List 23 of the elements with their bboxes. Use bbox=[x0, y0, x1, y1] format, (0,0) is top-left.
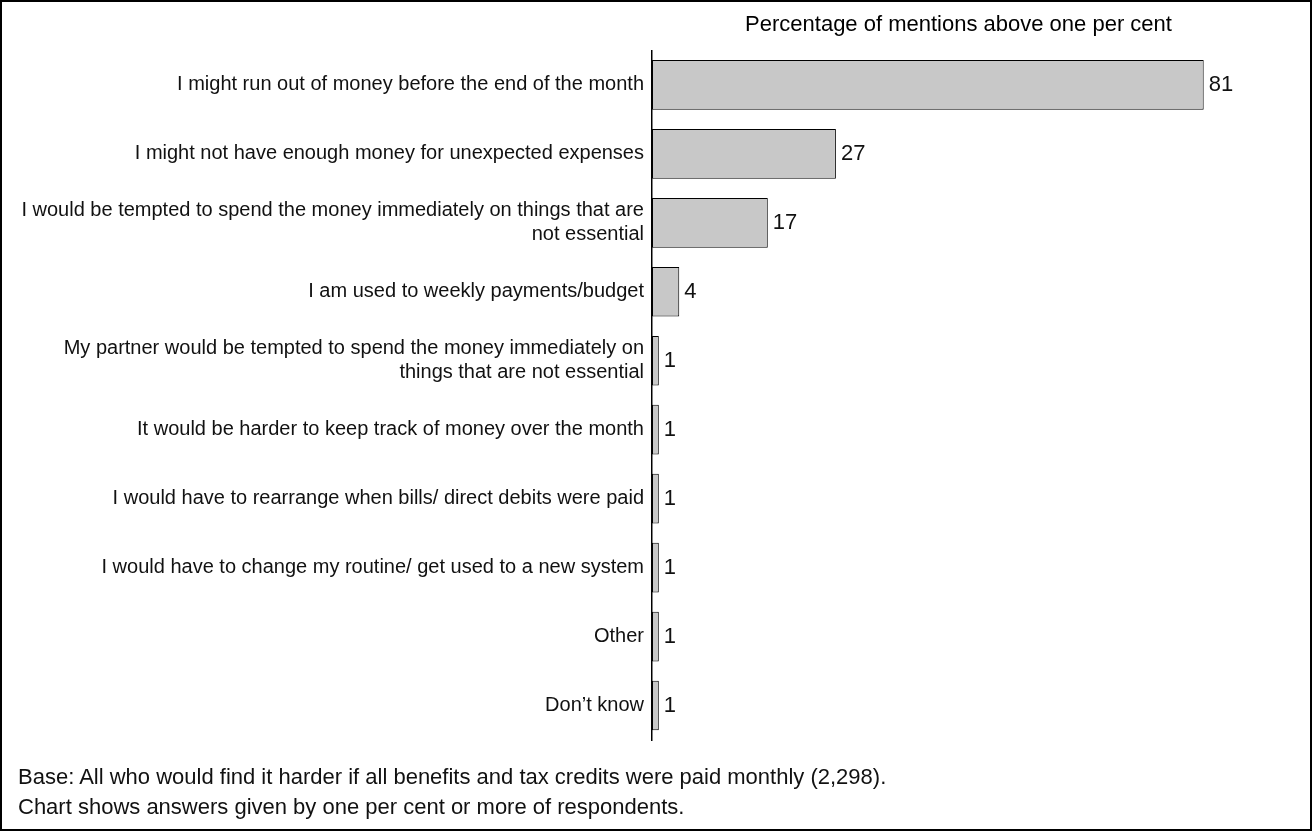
data-label: 1 bbox=[663, 484, 677, 510]
y-tick-label: I might not have enough money for unexpected expenses bbox=[134, 141, 644, 164]
y-tick-label: I would have to change my routine/ get used to a new system bbox=[101, 555, 644, 578]
data-label: 27 bbox=[840, 139, 866, 165]
data-label: 4 bbox=[684, 277, 697, 303]
y-tick-label: It would be harder to keep track of money over the month bbox=[137, 417, 644, 440]
text: Chart shows answers given by one per cent or more of respondents. bbox=[18, 793, 686, 821]
y-tick-label: I would have to rearrange when bills/ direct debits were paid bbox=[112, 486, 644, 509]
y-tick-label: Don’t know bbox=[545, 693, 645, 716]
text: Base: All who would find it harder if all benefits and tax credits were paid monthly (2,298). bbox=[18, 763, 887, 791]
data-label: 1 bbox=[663, 622, 677, 648]
data-label: 1 bbox=[663, 691, 677, 717]
y-tick-label: My partner would be tempted to spend the money immediately on things that are not essential bbox=[63, 336, 644, 383]
data-label: 1 bbox=[663, 346, 677, 372]
data-label: 81 bbox=[1208, 70, 1234, 96]
data-label: 17 bbox=[772, 208, 798, 234]
y-tick-label: I would be tempted to spend the money immediately on things that are not essential bbox=[21, 198, 644, 245]
data-label: 1 bbox=[663, 553, 677, 579]
y-tick-label: Other bbox=[593, 624, 645, 647]
y-tick-label: I am used to weekly payments/budget bbox=[308, 279, 645, 302]
y-tick-label: I might run out of money before the end of the month bbox=[177, 72, 644, 95]
chart-title: Percentage of mentions above one per cent bbox=[745, 11, 1172, 37]
data-label: 1 bbox=[663, 415, 677, 441]
